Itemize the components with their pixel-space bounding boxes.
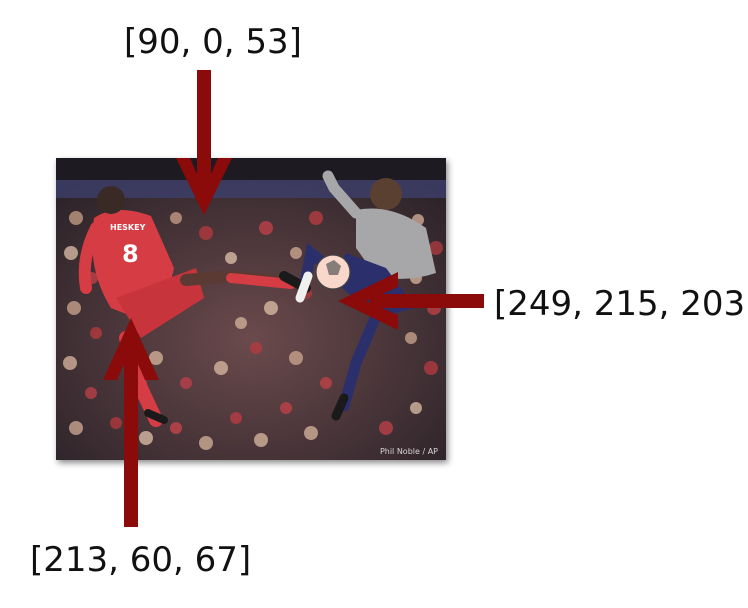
color-label-top: [90, 0, 53] — [124, 22, 302, 62]
arrow-top — [176, 70, 232, 215]
red-player: HESKEY 8 — [78, 186, 311, 427]
photo-credit: Phil Noble / AP — [379, 447, 438, 456]
crowd-speckles — [63, 207, 443, 450]
arrow-bottom — [103, 318, 159, 527]
stand-band — [56, 180, 446, 198]
soccer-ball — [315, 254, 351, 290]
color-label-right: [249, 215, 203] — [494, 284, 748, 324]
soccer-photo: HESKEY 8 Phil Noble / AP — [56, 158, 446, 460]
jersey-number: 8 — [122, 240, 139, 268]
jersey-name: HESKEY — [110, 223, 146, 232]
arrow-right — [338, 272, 484, 330]
color-label-bottom: [213, 60, 67] — [30, 540, 252, 580]
